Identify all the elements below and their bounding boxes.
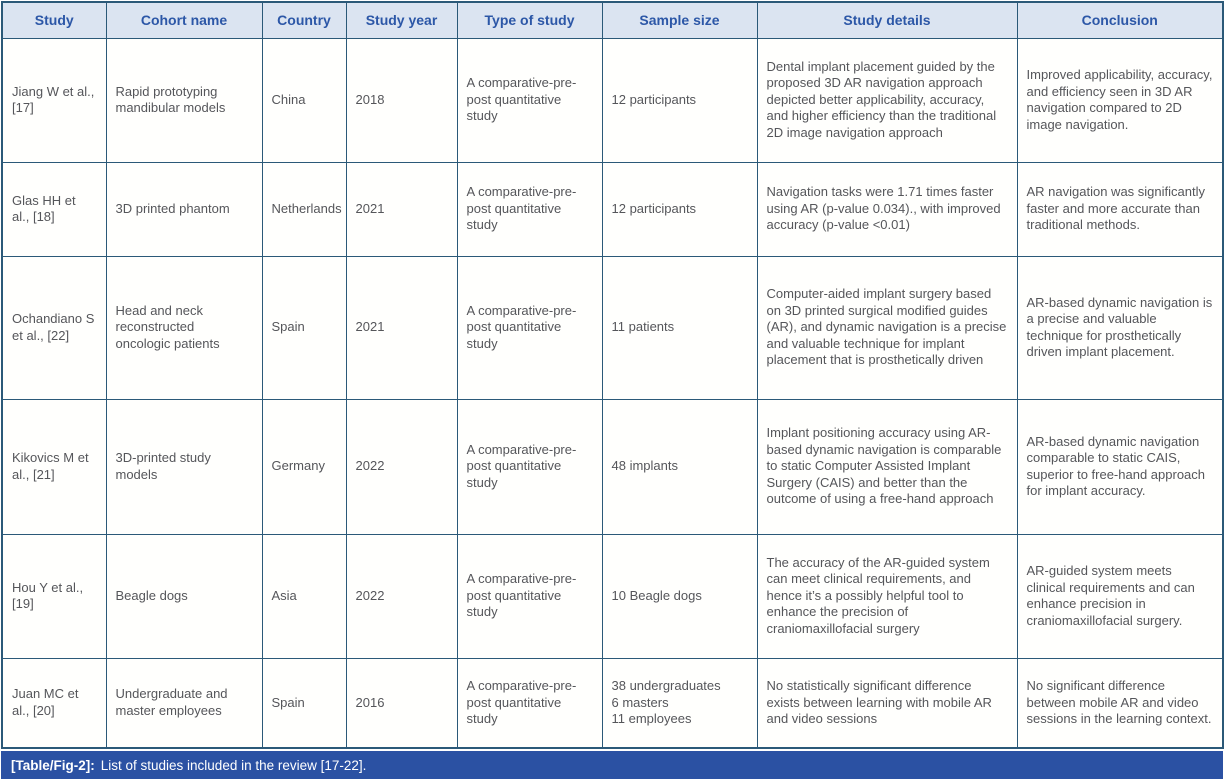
caption-text: List of studies included in the review [… [100,757,367,773]
cell-sample: 38 undergraduates 6 masters 11 employees [601,657,758,749]
cell-cohort: 3D printed phantom [105,161,263,257]
column-header-study: Study [1,1,107,39]
cell-sample: 12 participants [601,161,758,257]
cell-cohort: Rapid prototyping mandibular models [105,37,263,163]
cell-conclusion: AR-guided system meets clinical requirem… [1016,533,1224,659]
cell-type: A comparative-pre-post quantitative stud… [456,37,603,163]
cell-details: Implant positioning accuracy using AR-ba… [756,398,1018,535]
cell-country: Germany [261,398,347,535]
cell-conclusion: Improved applicability, accuracy, and ef… [1016,37,1224,163]
cell-year: 2022 [345,533,458,659]
cell-cohort: Beagle dogs [105,533,263,659]
cell-country: Spain [261,657,347,749]
cell-sample: 11 patients [601,255,758,400]
column-header-sample: Sample size [601,1,758,39]
cell-country: Netherlands [261,161,347,257]
table-caption: [Table/Fig-2]: List of studies included … [1,751,1223,779]
cell-year: 2021 [345,161,458,257]
cell-type: A comparative-pre-post quantitative stud… [456,161,603,257]
studies-table: Study Cohort name Country Study year Type of… [1,1,1224,749]
cell-study: Hou Y et al., [19] [1,533,107,659]
cell-cohort: Head and neck reconstructed oncologic pa… [105,255,263,400]
cell-year: 2018 [345,37,458,163]
column-header-details: Study details [756,1,1018,39]
cell-study: Kikovics M et al., [21] [1,398,107,535]
cell-sample: 10 Beagle dogs [601,533,758,659]
cell-country: China [261,37,347,163]
caption-label: [Table/Fig-2]: [11,757,95,773]
column-header-type: Type of study [456,1,603,39]
cell-study: Jiang W et al., [17] [1,37,107,163]
table-header-row: Study Cohort name Country Study year Type of… [1,1,1224,39]
cell-conclusion: No significant difference between mobile… [1016,657,1224,749]
cell-conclusion: AR-based dynamic navigation comparable t… [1016,398,1224,535]
cell-cohort: Undergraduate and master employees [105,657,263,749]
cell-conclusion: AR-based dynamic navigation is a precise… [1016,255,1224,400]
cell-study: Glas HH et al., [18] [1,161,107,257]
column-header-conclusion: Conclusion [1016,1,1224,39]
cell-type: A comparative-pre-post quantitative stud… [456,533,603,659]
cell-country: Spain [261,255,347,400]
cell-type: A comparative-pre-post quantitative stud… [456,255,603,400]
column-header-cohort: Cohort name [105,1,263,39]
cell-country: Asia [261,533,347,659]
cell-type: A comparative-pre-post quantitative stud… [456,657,603,749]
table-row: Kikovics M et al., [21] 3D-printed study … [1,398,1224,535]
cell-details: No statistically significant difference … [756,657,1018,749]
cell-type: A comparative-pre-post quantitative stud… [456,398,603,535]
cell-study: Juan MC et al., [20] [1,657,107,749]
cell-details: Dental implant placement guided by the p… [756,37,1018,163]
cell-cohort: 3D-printed study models [105,398,263,535]
cell-sample: 48 implants [601,398,758,535]
cell-details: Navigation tasks were 1.71 times faster … [756,161,1018,257]
table-row: Jiang W et al., [17] Rapid prototyping ma… [1,37,1224,163]
cell-sample: 12 participants [601,37,758,163]
cell-study: Ochandiano S et al., [22] [1,255,107,400]
cell-conclusion: AR navigation was significantly faster a… [1016,161,1224,257]
cell-year: 2021 [345,255,458,400]
column-header-year: Study year [345,1,458,39]
table-row: Ochandiano S et al., [22] Head and neck r… [1,255,1224,400]
table-row: Hou Y et al., [19] Beagle dogs Asia 2022 A c… [1,533,1224,659]
cell-details: The accuracy of the AR-guided system can… [756,533,1018,659]
cell-details: Computer-aided implant surgery based on … [756,255,1018,400]
cell-year: 2016 [345,657,458,749]
column-header-country: Country [261,1,347,39]
table-row: Juan MC et al., [20] Undergraduate and ma… [1,657,1224,749]
cell-year: 2022 [345,398,458,535]
table-row: Glas HH et al., [18] 3D printed phantom Ne… [1,161,1224,257]
